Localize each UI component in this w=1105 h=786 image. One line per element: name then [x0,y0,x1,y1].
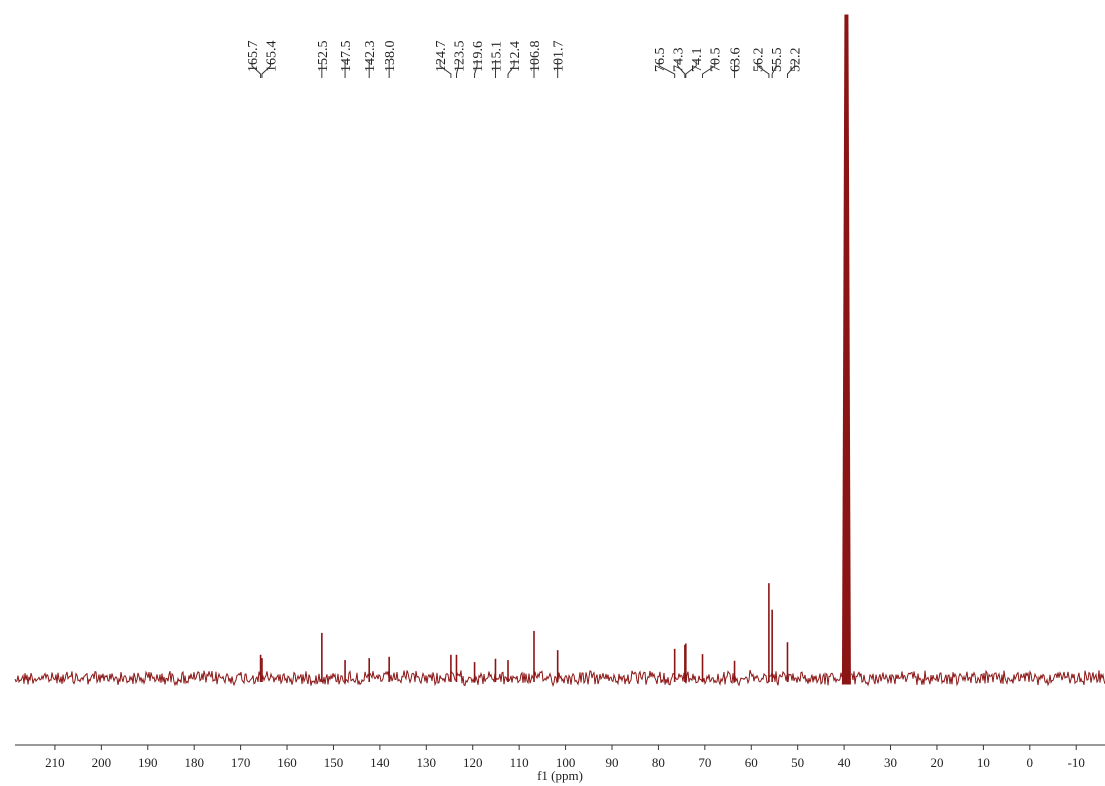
peak-connector [474,60,478,78]
peak-label: 142.3 [363,41,378,73]
x-tick-label: 90 [605,755,618,770]
x-tick-label: 120 [463,755,483,770]
peak-label: 165.4 [265,41,280,73]
x-tick-label: 20 [930,755,943,770]
peak-connector [786,60,796,78]
peak-connector [261,60,272,78]
x-axis-label: f1 (ppm) [537,768,583,783]
peak-connector [677,60,686,78]
x-tick-label: 30 [884,755,897,770]
peak-label: 63.6 [729,48,744,73]
peak-connector [507,60,515,78]
x-tick-label: 160 [277,755,297,770]
peak-connector [702,60,716,78]
peak-label: 115.1 [490,41,505,72]
x-tick-label: -10 [1068,755,1085,770]
x-tick-label: 140 [370,755,390,770]
peak-label: 101.7 [552,41,567,73]
x-tick-label: 110 [510,755,529,770]
peak-label: 165.7 [246,41,261,73]
x-tick-label: 190 [138,755,158,770]
noise [14,668,1105,687]
peak-label: 70.5 [709,48,724,73]
peak-label: 52.2 [789,48,804,73]
peak-label: 106.8 [528,41,543,73]
peak-label: 56.2 [752,48,767,73]
x-tick-label: 80 [652,755,665,770]
peak-connector [658,60,676,78]
x-tick-label: 50 [791,755,804,770]
x-tick-label: 40 [838,755,851,770]
peak-label: 74.3 [672,48,687,73]
x-tick-label: 10 [977,755,990,770]
x-tick-label: 180 [184,755,204,770]
peak-label: 112.4 [508,41,523,72]
x-tick-label: 200 [92,755,112,770]
peak-label: 124.7 [434,41,449,73]
peak-label: 138.0 [383,41,398,73]
x-tick-label: 70 [698,755,711,770]
peak-label: 123.5 [453,41,468,73]
peak-connector [757,60,770,78]
peak-label: 76.5 [653,48,668,73]
x-tick-label: 210 [45,755,65,770]
peak-label: 152.5 [316,41,331,73]
peak-label: 55.5 [770,48,785,73]
x-tick-label: 170 [231,755,251,770]
peak-label: 147.5 [339,41,354,73]
peak-connector [455,60,460,78]
x-tick-label: 60 [745,755,758,770]
peak-connector [685,60,697,78]
peak-label: 119.6 [471,41,486,72]
x-tick-label: 100 [556,755,576,770]
x-tick-label: 130 [417,755,437,770]
x-tick-label: 150 [324,755,344,770]
x-tick-label: 0 [1027,755,1034,770]
peak-connector [771,60,777,78]
peak-connector [439,60,452,78]
peak-connector [251,60,262,78]
solvent-peak [841,14,851,685]
peak-label: 74.1 [690,48,705,73]
